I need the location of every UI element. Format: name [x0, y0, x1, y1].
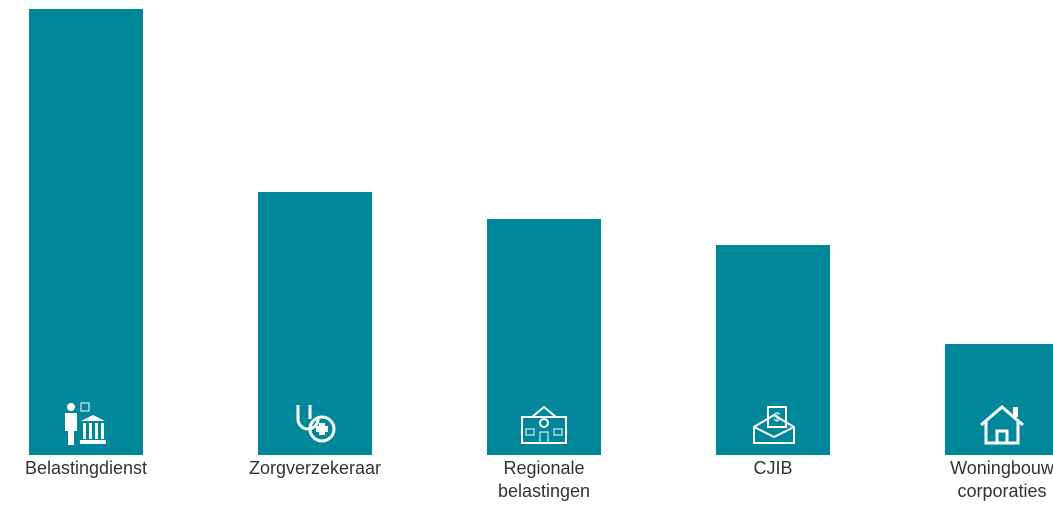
- icon-graphic: [980, 405, 1024, 445]
- icon-graphic: [296, 405, 336, 443]
- bar: [258, 191, 372, 455]
- x-tick-label: Zorgverzekeraar: [248, 458, 382, 478]
- bar-icon: [487, 399, 601, 449]
- icon-graphic: [65, 402, 106, 445]
- icon-graphic: $: [753, 406, 795, 444]
- bar: [29, 9, 143, 455]
- x-tick-label: Woningbouw corporaties: [950, 458, 1053, 501]
- bar: [945, 343, 1053, 455]
- bar-icon: [29, 399, 143, 449]
- bar-icon: $: [716, 399, 830, 449]
- svg-text:$: $: [774, 410, 781, 424]
- bar: [487, 218, 601, 455]
- x-tick-label: CJIB: [753, 458, 793, 478]
- icon-graphic: [521, 405, 567, 444]
- bar-icon: [258, 399, 372, 449]
- x-tick-label: Belastingdienst: [24, 458, 148, 478]
- bar-icon: [945, 399, 1053, 449]
- x-tick-label: Regionale belastingen: [497, 458, 591, 501]
- bar: [716, 245, 830, 455]
